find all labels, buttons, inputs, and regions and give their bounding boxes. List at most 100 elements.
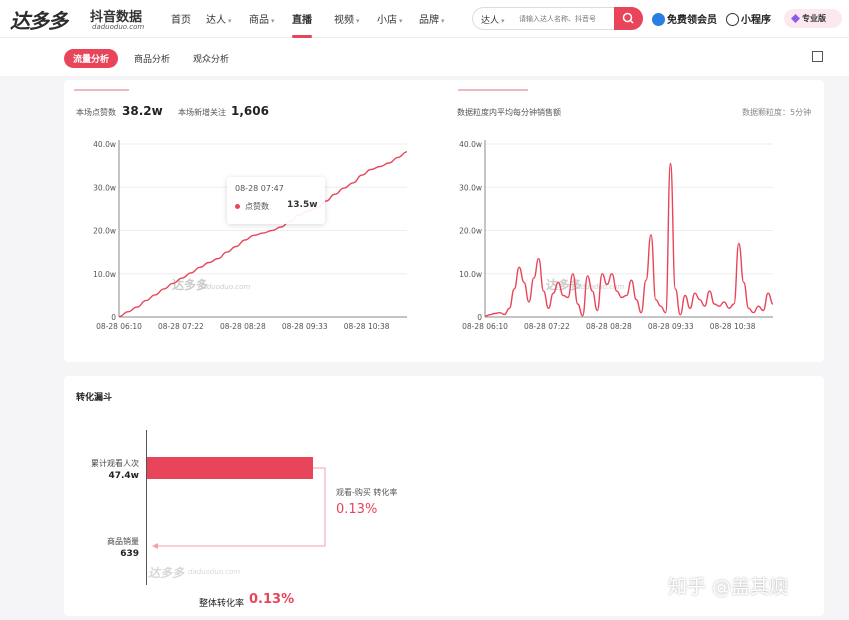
funnel-watermark: 达多多	[148, 566, 185, 580]
nav-brands[interactable]: 品牌 ▾	[419, 11, 445, 26]
data-point	[640, 311, 643, 314]
data-point	[645, 279, 648, 282]
data-point	[508, 307, 511, 310]
data-point	[280, 226, 283, 229]
free-member-label: 免费领会员	[667, 15, 717, 26]
data-point	[532, 277, 535, 280]
chevron-down-icon: ▾	[271, 17, 275, 25]
data-point	[513, 287, 516, 290]
granularity-label: 数据颗粒度：5分钟	[742, 108, 812, 117]
data-point	[586, 274, 589, 277]
funnel-sales-value: 639	[120, 549, 139, 559]
data-point	[757, 305, 760, 308]
data-point	[708, 290, 711, 293]
nav-live-label: 直播	[292, 15, 312, 26]
funnel-title: 转化漏斗	[76, 393, 113, 403]
logo-text[interactable]: 达多多	[10, 9, 68, 33]
x-tick-label: 08-28 06:10	[96, 322, 142, 331]
data-point	[552, 292, 555, 295]
x-tick-label: 08-28 07:22	[524, 322, 570, 331]
data-point	[503, 313, 506, 316]
data-point	[591, 290, 594, 293]
data-point	[718, 305, 721, 308]
tab-product-analysis[interactable]: 商品分析	[134, 55, 171, 65]
data-point	[610, 272, 613, 275]
nav-influencers-label: 达人	[206, 15, 226, 26]
data-point	[181, 277, 184, 280]
logo-url: daduoduo.com	[92, 23, 145, 31]
data-point	[518, 266, 521, 269]
data-point	[498, 311, 501, 314]
tab-audience-analysis[interactable]: 观众分析	[193, 55, 230, 65]
data-point	[388, 162, 391, 165]
y-tick-label: 30.0w	[93, 183, 116, 192]
data-point	[537, 257, 540, 260]
data-point	[542, 290, 545, 293]
data-point	[136, 306, 139, 309]
data-point	[601, 272, 604, 275]
data-point	[523, 281, 526, 284]
data-point	[484, 315, 487, 318]
nav-brands-label: 品牌	[419, 15, 439, 26]
x-tick-label: 08-28 09:33	[282, 322, 328, 331]
data-point	[737, 242, 740, 245]
nav-products[interactable]: 商品 ▾	[249, 11, 275, 26]
x-tick-label: 08-28 10:38	[344, 322, 390, 331]
nav-home[interactable]: 首页	[171, 11, 191, 26]
overall-rate-label: 整体转化率	[199, 599, 245, 609]
tooltip-series-dot	[235, 204, 240, 209]
data-point	[747, 307, 750, 310]
y-tick-label: 40.0w	[93, 140, 116, 149]
data-point	[379, 165, 382, 168]
free-member-link[interactable]: 免费领会员	[652, 11, 717, 26]
data-point	[664, 311, 667, 314]
tab-traffic-analysis[interactable]: 流量分析	[64, 49, 119, 68]
nav-shops[interactable]: 小店 ▾	[377, 11, 403, 26]
nav-home-label: 首页	[171, 15, 191, 26]
sales-line-chart: 达多多 daduoduo.com 010.0w20.0w30.0w40.0w08…	[459, 140, 774, 331]
data-point	[271, 229, 274, 232]
data-point	[343, 187, 346, 190]
data-point	[118, 315, 121, 318]
conversion-rate-label: 观看-购买 转化率	[336, 488, 398, 497]
nav-videos[interactable]: 视频 ▾	[334, 11, 360, 26]
diamond-icon	[791, 14, 800, 23]
data-point	[630, 279, 633, 282]
data-point	[767, 292, 770, 295]
tooltip-series-name: 点赞数	[245, 202, 269, 211]
traffic-card: 本场点赞数 38.2w 本场新增关注 1,606 数据粒度内平均每分钟销售额 数…	[64, 80, 824, 362]
search-button[interactable]	[614, 7, 643, 30]
data-point	[370, 168, 373, 171]
analysis-tab-bar: 流量分析 商品分析 观众分析	[0, 38, 849, 76]
data-point	[650, 233, 653, 236]
data-point	[625, 294, 628, 297]
data-point	[527, 300, 530, 303]
logo-subtitle[interactable]: 抖音数据	[90, 10, 143, 25]
overall-rate-value: 0.13%	[249, 592, 295, 607]
search-type-select[interactable]: 达人 ▾	[481, 13, 505, 26]
data-point	[226, 251, 229, 254]
data-point	[488, 313, 491, 316]
data-point	[262, 232, 265, 235]
nav-influencers[interactable]: 达人 ▾	[206, 11, 232, 26]
mini-program-link[interactable]: 小程序	[726, 11, 771, 26]
data-point	[361, 174, 364, 177]
data-point	[703, 305, 706, 308]
grid-view-icon[interactable]	[812, 51, 823, 62]
nav-products-label: 商品	[249, 15, 269, 26]
search-input[interactable]	[519, 12, 609, 26]
data-point	[659, 305, 662, 308]
data-point	[620, 296, 623, 299]
search-icon	[622, 12, 634, 24]
nav-live[interactable]: 直播	[292, 11, 312, 26]
data-point	[571, 272, 574, 275]
data-point	[669, 162, 672, 165]
y-tick-label: 10.0w	[93, 270, 116, 279]
data-point	[742, 281, 745, 284]
series-line	[484, 162, 774, 317]
data-point	[713, 303, 716, 306]
data-point	[557, 281, 560, 284]
pro-version-badge[interactable]: 专业版	[784, 9, 842, 28]
chart-tooltip: 08-28 07:47 点赞数 13.5w	[227, 177, 325, 224]
